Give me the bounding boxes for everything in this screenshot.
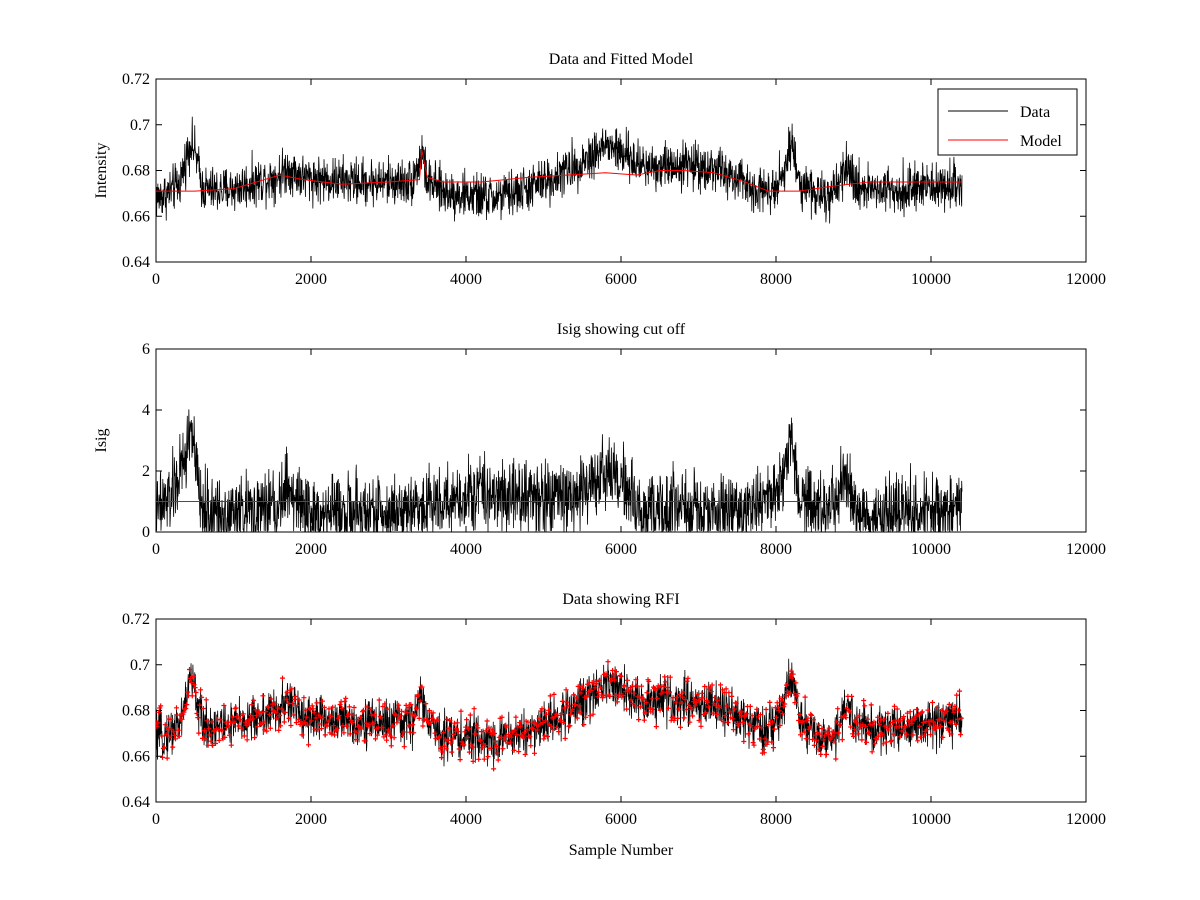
subplot-3: 0 2000 4000 6000 8000 10000 12000 0.64 0.66 0.68 0… [122,591,1106,859]
series-isig-line [156,409,963,532]
legend-box [937,88,1078,156]
x-tick-label: 4000 [450,811,482,828]
x-tick-label: 12000 [1066,541,1106,558]
y-tick-label: 0.7 [130,117,150,134]
series-rfi-markers [156,659,964,772]
x-tick-label: 8000 [760,271,792,288]
y-tick-label: 6 [142,341,150,358]
x-tick-label: 10000 [911,811,951,828]
plot-area [156,409,963,532]
x-tick-label: 2000 [295,541,327,558]
subplot-1: 0 2000 4000 6000 8000 10000 12000 0.64 0.66 0.68 0… [93,51,1106,288]
plot-area [156,658,964,772]
legend-label-model: Model [1020,133,1062,150]
y-axis-label: Intensity [93,143,110,199]
rfi-plus-markers [156,659,964,772]
y-tick-label: 0 [142,524,150,541]
x-tick-label: 0 [152,271,160,288]
y-tick-label: 0.64 [122,794,150,811]
y-tick-label: 0.66 [122,208,150,225]
y-axis-label: Isig [93,429,110,453]
x-tick-label: 12000 [1066,271,1106,288]
y-tick-label: 0.72 [122,71,150,88]
x-tick-label: 6000 [605,811,637,828]
x-tick-label: 4000 [450,271,482,288]
y-tick-label: 0.7 [130,657,150,674]
legend-label-data: Data [1020,104,1050,121]
x-axis-label: Sample Number [569,842,674,859]
plot-area [156,116,963,224]
subplot-title: Data showing RFI [562,591,679,608]
subplot-title: Data and Fitted Model [549,51,694,68]
x-tick-label: 10000 [911,271,951,288]
series-model-line [156,149,962,192]
y-tick-label: 4 [142,402,150,419]
x-tick-label: 8000 [760,541,792,558]
subplot-2: 0 2000 4000 6000 8000 10000 12000 0 2 4 6 Isig show… [93,321,1106,558]
x-tick-label: 4000 [450,541,482,558]
y-tick-label: 0.64 [122,254,150,271]
y-tick-label: 2 [142,463,150,480]
axes-box [155,78,1087,263]
x-tick-label: 12000 [1066,811,1106,828]
y-tick-label: 0.68 [122,163,150,180]
x-tick-label: 2000 [295,271,327,288]
y-tick-label: 0.66 [122,748,150,765]
subplot-title: Isig showing cut off [557,321,686,338]
x-tick-label: 0 [152,811,160,828]
legend: Data Model [937,88,1078,156]
x-tick-label: 0 [152,541,160,558]
x-tick-label: 10000 [911,541,951,558]
y-tick-label: 0.72 [122,611,150,628]
x-tick-label: 6000 [605,271,637,288]
y-tick-label: 0.68 [122,703,150,720]
x-tick-label: 6000 [605,541,637,558]
x-tick-label: 2000 [295,811,327,828]
x-tick-label: 8000 [760,811,792,828]
